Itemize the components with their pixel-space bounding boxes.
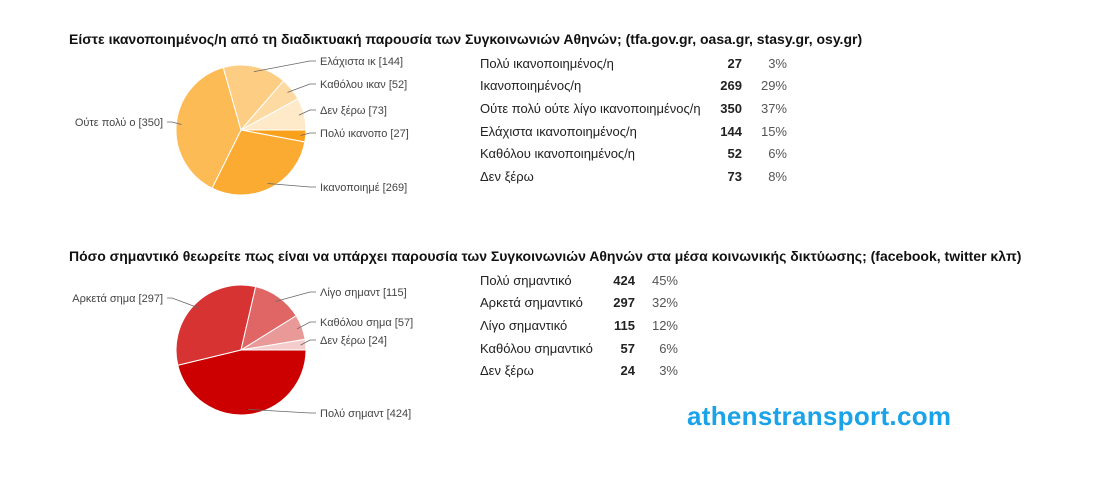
slice-label: Πολύ σημαντ [424] [320,408,411,420]
table-row: Δεν ξέρω 73 8% [480,165,787,188]
row-percent: 45% [651,272,678,288]
callout-line [300,132,316,136]
row-percent: 6% [768,146,787,162]
row-label: Δεν ξέρω [480,168,534,184]
table-row: Ελάχιστα ικανοποιημένος/η 144 15% [480,120,787,143]
callout-line [248,408,316,414]
question-2-summary-table: Πολύ σημαντικό 424 45% Αρκετά σημαντικό 297 3… [480,269,678,382]
row-count: 24 [620,363,635,379]
row-percent: 8% [768,168,787,184]
pie-slice [175,66,242,189]
callout-line [287,83,316,93]
row-count: 424 [613,272,635,288]
question-2-title: Πόσο σημαντικό θεωρείτε πως είναι να υπά… [69,248,1022,264]
slice-label: Δεν ξέρω [24] [320,335,387,347]
row-count: 57 [620,340,635,356]
slice-label: Αρκετά σημα [297] [72,293,163,305]
table-row: Καθόλου ικανοποιημένος/η 52 6% [480,142,787,165]
question-2-pie-chart: Πολύ σημαντ [424] Αρκετά σημα [297] Λίγο σ… [72,284,413,420]
slice-label: Πολύ ικανοπο [27] [320,128,409,140]
pie-slice [222,64,285,132]
row-percent: 3% [659,363,678,379]
question-1-title: Είστε ικανοποιημένος/η από τη διαδικτυακ… [69,31,863,47]
slice-label: Καθόλου σημα [57] [320,317,413,329]
table-row: Λίγο σημαντικό 115 12% [480,314,678,337]
pie-slice [175,284,257,366]
row-count: 297 [613,295,635,311]
brand-watermark: athenstransport.com [687,401,952,431]
callout-line [275,291,316,302]
row-percent: 32% [651,295,678,311]
row-percent: 15% [760,123,787,139]
callout-line [296,321,316,330]
pie-slice [177,349,307,416]
slice-label: Καθόλου ικαν [52] [320,79,407,91]
row-percent: 3% [768,55,787,71]
row-label: Ικανοποιημένος/η [480,78,582,94]
pie-slice [240,98,307,131]
table-row: Αρκετά σημαντικό 297 32% [480,292,678,315]
row-percent: 6% [659,340,678,356]
row-percent: 29% [760,78,787,94]
row-count: 144 [720,123,742,139]
slice-label: Ικανοποιημέ [269] [320,182,407,194]
row-label: Πολύ ικανοποιημένος/η [480,55,614,71]
table-row: Ικανοποιημένος/η 269 29% [480,75,787,98]
question-1-summary-table: Πολύ ικανοποιημένος/η 27 3% Ικανοποιημένος/… [480,52,787,188]
table-row: Ούτε πολύ ούτε λίγο ικανοποιημένος/η 350 3… [480,97,787,120]
table-row: Πολύ σημαντικό 424 45% [480,269,678,292]
row-percent: 37% [760,100,787,116]
callout-line [298,109,316,116]
row-percent: 12% [651,317,678,333]
row-label: Αρκετά σημαντικό [480,295,583,311]
row-label: Ελάχιστα ικανοποιημένος/η [480,123,637,139]
table-row: Πολύ ικανοποιημένος/η 27 3% [480,52,787,75]
row-label: Πολύ σημαντικό [480,272,572,288]
row-label: Λίγο σημαντικό [480,317,568,333]
slice-label: Ούτε πολύ ο [350] [75,117,163,129]
table-row: Καθόλου σημαντικό 57 6% [480,337,678,360]
question-1-pie-chart: Πολύ ικανοπο [27] Ικανοποιημέ [269] Ούτε π… [75,56,409,196]
slice-label: Ελάχιστα ικ [144] [320,56,403,68]
row-count: 115 [614,317,635,333]
row-count: 27 [727,55,742,71]
callout-line [167,121,182,125]
row-count: 269 [720,78,742,94]
row-count: 52 [727,146,742,162]
pie-slice [240,338,307,351]
row-label: Καθόλου ικανοποιημένος/η [480,146,636,162]
callout-line [267,183,316,188]
row-label: Δεν ξέρω [480,363,534,379]
callout-line [253,60,316,73]
row-count: 73 [727,168,742,184]
slice-label: Δεν ξέρω [73] [320,105,387,117]
row-count: 350 [720,100,742,116]
callout-line [300,339,316,346]
table-row: Δεν ξέρω 24 3% [480,359,678,382]
callout-line [167,297,199,309]
slice-label: Λίγο σημαντ [115] [320,287,407,299]
pie-slice [211,129,306,196]
row-label: Καθόλου σημαντικό [480,340,593,356]
row-label: Ούτε πολύ ούτε λίγο ικανοποιημένος/η [480,100,701,116]
